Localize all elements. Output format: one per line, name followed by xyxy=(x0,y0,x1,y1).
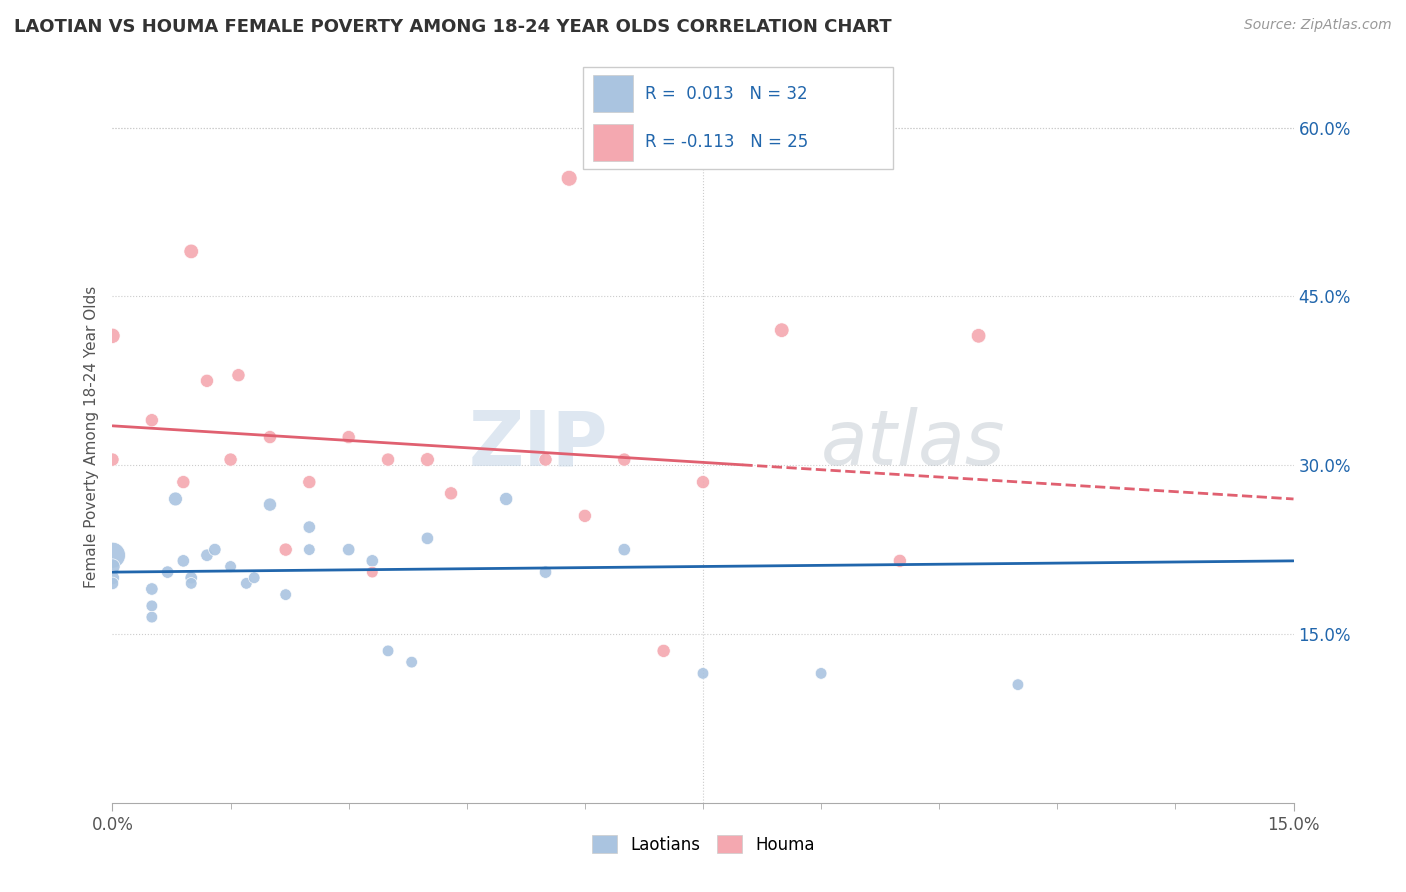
Point xyxy=(361,554,384,568)
Legend: Laotians, Houma: Laotians, Houma xyxy=(585,829,821,860)
Point xyxy=(172,475,194,489)
Point xyxy=(165,491,187,506)
Text: R = -0.113   N = 25: R = -0.113 N = 25 xyxy=(645,133,808,151)
Point xyxy=(180,244,202,259)
Point xyxy=(274,588,297,602)
Point xyxy=(101,452,124,467)
Point xyxy=(172,554,194,568)
Text: Source: ZipAtlas.com: Source: ZipAtlas.com xyxy=(1244,18,1392,32)
Point xyxy=(416,452,439,467)
Point xyxy=(810,666,832,681)
Point xyxy=(558,171,581,186)
Point xyxy=(1007,678,1029,692)
Point xyxy=(156,565,179,579)
Point xyxy=(101,548,124,562)
Point xyxy=(377,452,399,467)
Text: ZIP: ZIP xyxy=(470,408,609,482)
Point xyxy=(967,328,990,343)
Point xyxy=(141,610,163,624)
Point xyxy=(101,571,124,585)
Point xyxy=(416,532,439,546)
Point xyxy=(692,475,714,489)
FancyBboxPatch shape xyxy=(593,75,633,112)
Point xyxy=(228,368,250,383)
Point xyxy=(440,486,463,500)
Point xyxy=(613,542,636,557)
Point xyxy=(195,548,218,562)
Point xyxy=(101,328,124,343)
Point xyxy=(219,559,242,574)
Point xyxy=(141,599,163,613)
Point xyxy=(889,554,911,568)
Point xyxy=(337,542,360,557)
Point xyxy=(361,565,384,579)
Point xyxy=(141,413,163,427)
Point xyxy=(235,576,257,591)
Text: LAOTIAN VS HOUMA FEMALE POVERTY AMONG 18-24 YEAR OLDS CORRELATION CHART: LAOTIAN VS HOUMA FEMALE POVERTY AMONG 18… xyxy=(14,18,891,36)
Point xyxy=(101,576,124,591)
Point xyxy=(298,520,321,534)
Point xyxy=(401,655,423,669)
Point xyxy=(495,491,517,506)
Point xyxy=(180,576,202,591)
Point xyxy=(195,374,218,388)
Point xyxy=(770,323,793,337)
Point xyxy=(180,571,202,585)
Point xyxy=(243,571,266,585)
Point xyxy=(534,565,557,579)
Point xyxy=(141,582,163,596)
Point xyxy=(652,644,675,658)
Point xyxy=(101,559,124,574)
Point xyxy=(204,542,226,557)
Point xyxy=(219,452,242,467)
Point xyxy=(337,430,360,444)
Text: atlas: atlas xyxy=(821,408,1005,482)
FancyBboxPatch shape xyxy=(593,124,633,161)
Point xyxy=(534,452,557,467)
Text: R =  0.013   N = 32: R = 0.013 N = 32 xyxy=(645,85,808,103)
Point xyxy=(613,452,636,467)
Point xyxy=(259,430,281,444)
FancyBboxPatch shape xyxy=(583,67,893,169)
Point xyxy=(298,542,321,557)
Y-axis label: Female Poverty Among 18-24 Year Olds: Female Poverty Among 18-24 Year Olds xyxy=(83,286,98,588)
Point xyxy=(274,542,297,557)
Point xyxy=(574,508,596,523)
Point xyxy=(259,498,281,512)
Point xyxy=(692,666,714,681)
Point xyxy=(298,475,321,489)
Point xyxy=(377,644,399,658)
